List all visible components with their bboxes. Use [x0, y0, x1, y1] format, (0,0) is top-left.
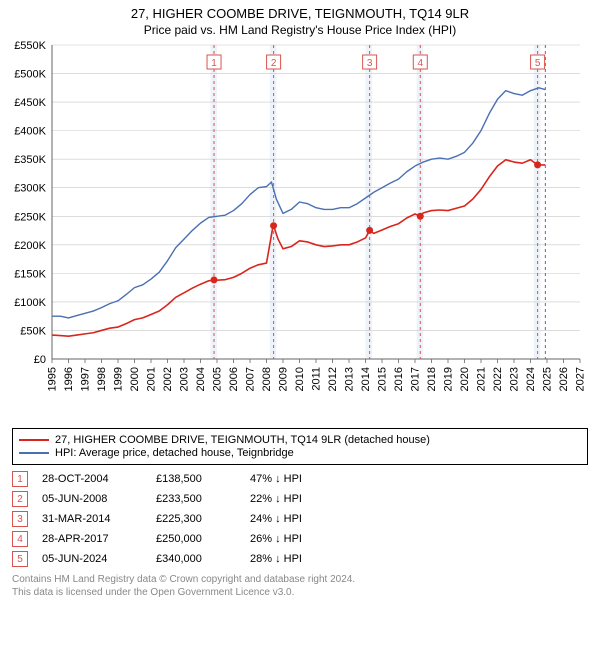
svg-text:1995: 1995: [46, 367, 58, 391]
sale-price: £225,300: [156, 513, 236, 525]
svg-text:2010: 2010: [294, 367, 306, 391]
svg-text:2003: 2003: [178, 367, 190, 391]
svg-text:£200K: £200K: [14, 240, 46, 252]
svg-text:£550K: £550K: [14, 40, 46, 52]
svg-text:2011: 2011: [310, 367, 322, 391]
svg-text:£250K: £250K: [14, 211, 46, 223]
svg-text:5: 5: [535, 58, 541, 69]
svg-text:2021: 2021: [475, 367, 487, 391]
sale-date: 05-JUN-2024: [42, 553, 142, 565]
sale-row: 5 05-JUN-2024 £340,000 28% ↓ HPI: [12, 549, 588, 569]
svg-text:2012: 2012: [327, 367, 339, 391]
svg-text:£150K: £150K: [14, 268, 46, 280]
sale-date: 31-MAR-2014: [42, 513, 142, 525]
svg-text:£450K: £450K: [14, 97, 46, 109]
sale-price: £340,000: [156, 553, 236, 565]
svg-text:£400K: £400K: [14, 126, 46, 138]
svg-text:2000: 2000: [129, 367, 141, 391]
sale-row: 1 28-OCT-2004 £138,500 47% ↓ HPI: [12, 469, 588, 489]
svg-text:2002: 2002: [162, 367, 174, 391]
legend-item-property: 27, HIGHER COOMBE DRIVE, TEIGNMOUTH, TQ1…: [19, 434, 581, 446]
svg-text:£300K: £300K: [14, 183, 46, 195]
svg-text:2008: 2008: [261, 367, 273, 391]
plot-area: £0 £50K £100K £150K £200K £250K £300K £350K £400…: [0, 37, 600, 422]
sale-relative: 47% ↓ HPI: [250, 473, 340, 485]
sale-row: 2 05-JUN-2008 £233,500 22% ↓ HPI: [12, 489, 588, 509]
footer-attribution: Contains HM Land Registry data © Crown c…: [12, 573, 588, 599]
svg-text:2001: 2001: [145, 367, 157, 391]
svg-text:2022: 2022: [492, 367, 504, 391]
svg-text:2014: 2014: [360, 367, 372, 391]
svg-text:2020: 2020: [459, 367, 471, 391]
sale-badge: 2: [12, 491, 28, 507]
svg-text:2005: 2005: [211, 367, 223, 391]
svg-text:£500K: £500K: [14, 69, 46, 81]
svg-text:2: 2: [271, 58, 277, 69]
legend-item-hpi: HPI: Average price, detached house, Teig…: [19, 447, 581, 459]
svg-text:2006: 2006: [228, 367, 240, 391]
sale-date: 28-OCT-2004: [42, 473, 142, 485]
sale-price: £138,500: [156, 473, 236, 485]
line-chart: £0 £50K £100K £150K £200K £250K £300K £350K £400…: [0, 37, 600, 417]
legend-swatch: [19, 452, 49, 454]
legend: 27, HIGHER COOMBE DRIVE, TEIGNMOUTH, TQ1…: [12, 428, 588, 465]
chart-container: 27, HIGHER COOMBE DRIVE, TEIGNMOUTH, TQ1…: [0, 0, 600, 599]
svg-text:2004: 2004: [195, 367, 207, 391]
svg-text:£0: £0: [34, 354, 46, 366]
svg-text:£50K: £50K: [20, 325, 46, 337]
svg-text:2009: 2009: [277, 367, 289, 391]
chart-subtitle: Price paid vs. HM Land Registry's House …: [0, 23, 600, 37]
sale-badge: 5: [12, 551, 28, 567]
sale-badge: 1: [12, 471, 28, 487]
svg-text:2013: 2013: [343, 367, 355, 391]
sales-table: 1 28-OCT-2004 £138,500 47% ↓ HPI 2 05-JUN-200…: [12, 469, 588, 569]
legend-label: 27, HIGHER COOMBE DRIVE, TEIGNMOUTH, TQ1…: [55, 434, 430, 446]
svg-text:£350K: £350K: [14, 154, 46, 166]
svg-text:1999: 1999: [112, 367, 124, 391]
svg-text:3: 3: [367, 58, 373, 69]
legend-swatch: [19, 439, 49, 441]
chart-title: 27, HIGHER COOMBE DRIVE, TEIGNMOUTH, TQ1…: [0, 6, 600, 21]
svg-text:£100K: £100K: [14, 297, 46, 309]
svg-text:2027: 2027: [574, 367, 586, 391]
sale-row: 3 31-MAR-2014 £225,300 24% ↓ HPI: [12, 509, 588, 529]
svg-text:2025: 2025: [541, 367, 553, 391]
legend-label: HPI: Average price, detached house, Teig…: [55, 447, 294, 459]
footer-line: Contains HM Land Registry data © Crown c…: [12, 573, 588, 586]
svg-text:1997: 1997: [79, 367, 91, 391]
sale-price: £250,000: [156, 533, 236, 545]
svg-text:2016: 2016: [393, 367, 405, 391]
svg-text:1996: 1996: [63, 367, 75, 391]
svg-text:1998: 1998: [96, 367, 108, 391]
sale-relative: 24% ↓ HPI: [250, 513, 340, 525]
svg-text:4: 4: [417, 58, 423, 69]
sale-date: 28-APR-2017: [42, 533, 142, 545]
svg-text:2019: 2019: [442, 367, 454, 391]
svg-text:2015: 2015: [376, 367, 388, 391]
sale-row: 4 28-APR-2017 £250,000 26% ↓ HPI: [12, 529, 588, 549]
svg-text:2017: 2017: [409, 367, 421, 391]
chart-titles: 27, HIGHER COOMBE DRIVE, TEIGNMOUTH, TQ1…: [0, 0, 600, 37]
svg-text:1: 1: [211, 58, 217, 69]
sale-relative: 28% ↓ HPI: [250, 553, 340, 565]
sale-badge: 3: [12, 511, 28, 527]
svg-text:2023: 2023: [508, 367, 520, 391]
sale-relative: 26% ↓ HPI: [250, 533, 340, 545]
footer-line: This data is licensed under the Open Gov…: [12, 586, 588, 599]
sale-price: £233,500: [156, 493, 236, 505]
sale-relative: 22% ↓ HPI: [250, 493, 340, 505]
svg-text:2007: 2007: [244, 367, 256, 391]
svg-text:2018: 2018: [426, 367, 438, 391]
svg-text:2024: 2024: [525, 367, 537, 391]
sale-date: 05-JUN-2008: [42, 493, 142, 505]
sale-badge: 4: [12, 531, 28, 547]
svg-text:2026: 2026: [558, 367, 570, 391]
